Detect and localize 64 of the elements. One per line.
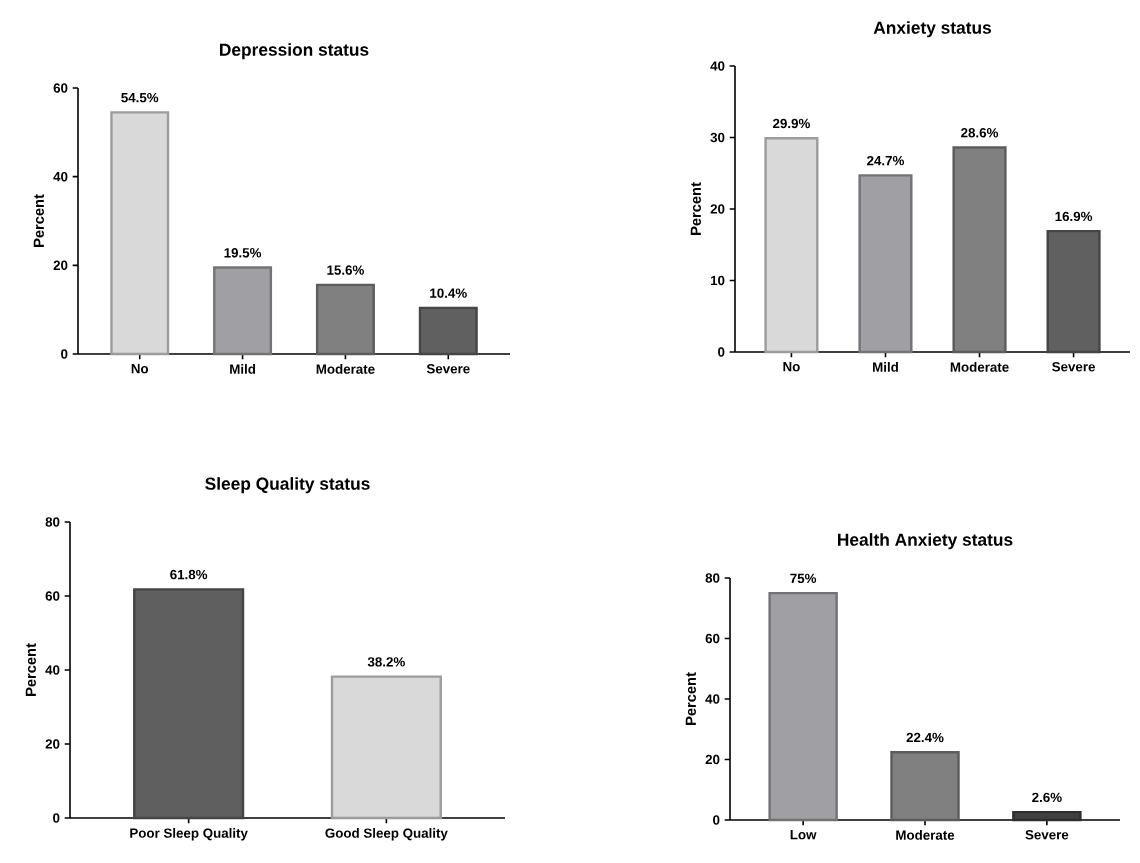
y-tick-label: 0 (61, 349, 68, 359)
y-axis-title: Percent (25, 643, 36, 696)
bar (858, 174, 913, 354)
bar (768, 591, 838, 822)
bar (418, 306, 478, 356)
data-label: 29.9% (772, 118, 810, 129)
bar (213, 266, 273, 356)
data-label: 61.8% (170, 569, 208, 580)
y-tick-label: 40 (710, 61, 725, 71)
x-tick-label: Good Sleep Quality (325, 828, 448, 841)
data-label: 2.6% (1032, 792, 1062, 803)
chart-title: Depression status (220, 43, 369, 60)
x-tick-label: Moderate (950, 362, 1009, 372)
bar (110, 111, 170, 356)
data-label: 16.9% (1055, 211, 1093, 222)
y-tick-label: 20 (45, 739, 60, 749)
data-label: 38.2% (367, 657, 405, 667)
y-tick-label: 20 (710, 204, 725, 214)
bar (764, 137, 819, 354)
y-tick-label: 60 (45, 591, 60, 601)
y-axis-title: Percent (685, 672, 696, 725)
bar (315, 283, 375, 356)
y-axis-title: Percent (690, 182, 701, 235)
bar (952, 146, 1007, 354)
data-label: 22.4% (906, 732, 944, 743)
data-label: 15.6% (327, 265, 364, 275)
data-label: 28.6% (961, 128, 999, 138)
chart-title: Anxiety status (873, 21, 992, 38)
y-tick-label: 0 (713, 815, 720, 825)
y-tick-label: 20 (53, 260, 68, 271)
x-tick-label: No (783, 362, 800, 372)
bar (1046, 229, 1101, 354)
y-tick-label: 30 (710, 132, 725, 143)
y-tick-label: 80 (705, 573, 720, 583)
data-label: 19.5% (224, 248, 262, 258)
data-label: 54.5% (121, 92, 159, 103)
x-tick-label: Low (790, 830, 817, 840)
y-tick-label: 60 (705, 633, 720, 644)
x-tick-label: Severe (1052, 362, 1095, 372)
y-tick-label: 60 (53, 83, 68, 93)
y-tick-label: 40 (705, 694, 720, 704)
y-tick-label: 40 (53, 171, 68, 182)
bar (1012, 810, 1082, 822)
data-label: 24.7% (867, 155, 905, 166)
y-tick-label: 0 (53, 813, 60, 823)
x-tick-label: Moderate (896, 830, 955, 840)
y-axis-title: Percent (33, 194, 44, 247)
data-label: 10.4% (430, 288, 467, 298)
y-tick-label: 80 (45, 517, 60, 527)
x-tick-label: Mild (873, 362, 898, 372)
x-tick-label: Severe (1025, 830, 1069, 840)
x-tick-label: No (131, 364, 149, 374)
chart-title: Health Anxiety status (838, 533, 1013, 550)
y-tick-label: 40 (45, 665, 60, 675)
bar (890, 751, 960, 822)
x-tick-label: Moderate (316, 364, 375, 374)
x-tick-label: Severe (426, 364, 470, 374)
y-tick-label: 10 (710, 275, 725, 286)
data-label: 75% (790, 573, 817, 584)
y-tick-label: 20 (705, 754, 720, 765)
chart-title: Sleep Quality status (205, 477, 370, 494)
y-tick-label: 0 (718, 347, 725, 357)
x-tick-label: Mild (230, 364, 256, 374)
x-tick-label: Poor Sleep Quality (130, 828, 248, 841)
